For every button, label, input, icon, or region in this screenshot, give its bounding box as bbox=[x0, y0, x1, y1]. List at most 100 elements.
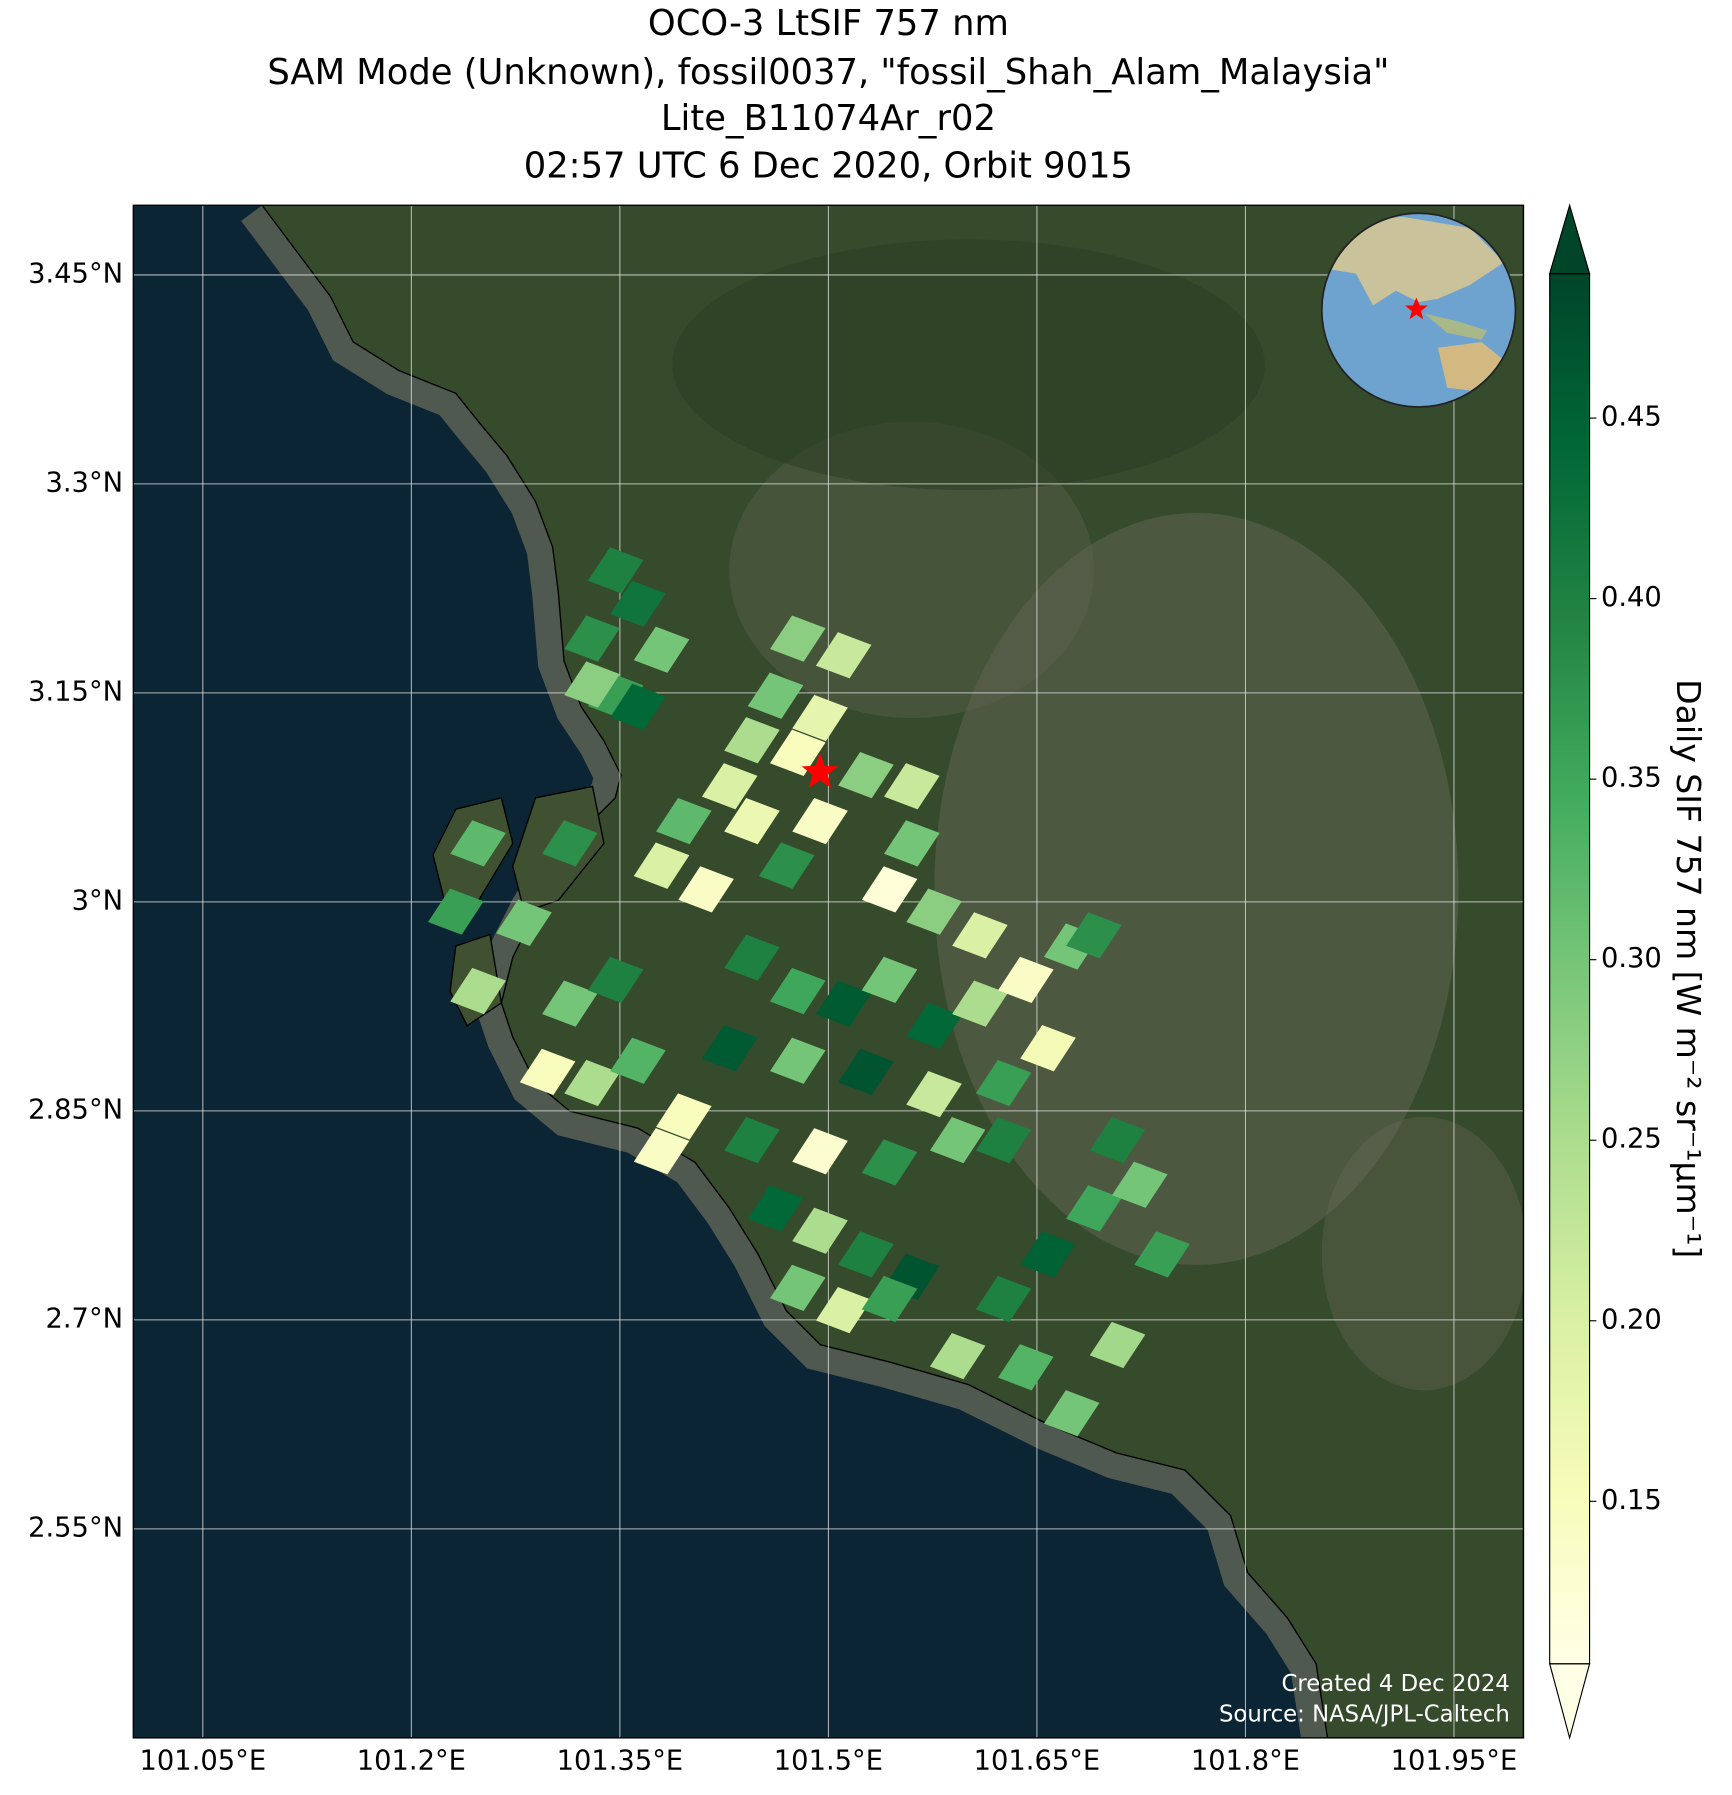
sif-footprint bbox=[496, 899, 552, 946]
sif-footprint bbox=[975, 1059, 1032, 1107]
sif-footprint bbox=[770, 729, 826, 776]
sif-footprint bbox=[792, 797, 848, 845]
colorbar-tick-label: 0.45 bbox=[1601, 402, 1662, 433]
x-tick-label: 101.65°E bbox=[974, 1745, 1101, 1776]
colorbar-tick-label: 0.30 bbox=[1601, 943, 1662, 974]
sif-footprint bbox=[747, 672, 804, 719]
annotation: Created 4 Dec 2024 bbox=[1282, 1671, 1510, 1697]
sif-footprint bbox=[724, 934, 780, 981]
sif-footprint bbox=[587, 956, 644, 1004]
sif-footprint bbox=[1066, 912, 1122, 959]
sif-footprint bbox=[450, 820, 506, 867]
sif-footprint bbox=[929, 1117, 986, 1164]
title-line: SAM Mode (Unknown), fossil0037, "fossil_… bbox=[267, 52, 1389, 93]
inset-globe bbox=[1320, 212, 1517, 408]
sif-footprint bbox=[428, 888, 484, 935]
sif-footprint bbox=[884, 820, 940, 867]
sif-footprint bbox=[564, 661, 620, 708]
sif-footprint bbox=[519, 1048, 576, 1096]
sif-footprint bbox=[838, 1231, 894, 1278]
sif-footprint bbox=[633, 626, 690, 673]
urban-area bbox=[729, 421, 1094, 719]
y-tick-label: 2.7°N bbox=[45, 1303, 123, 1334]
title-line: Lite_B11074Ar_r02 bbox=[661, 98, 996, 139]
urban-area bbox=[934, 512, 1459, 1265]
sif-footprint bbox=[770, 967, 826, 1015]
sif-footprint bbox=[998, 1344, 1054, 1391]
sif-footprint bbox=[861, 1139, 918, 1186]
sif-footprint bbox=[724, 1117, 780, 1164]
sif-footprint bbox=[861, 866, 918, 913]
sif-footprint bbox=[758, 842, 815, 889]
sif-footprint bbox=[906, 888, 962, 935]
urban-area bbox=[1321, 1116, 1524, 1391]
sif-footprint bbox=[678, 866, 734, 913]
sif-footprint bbox=[1089, 1117, 1146, 1164]
colorbar-tick-label: 0.15 bbox=[1601, 1485, 1662, 1516]
sif-footprint bbox=[884, 763, 940, 810]
sif-footprint bbox=[929, 1332, 986, 1380]
sif-footprint bbox=[564, 615, 620, 662]
globe-land bbox=[1424, 313, 1488, 340]
sif-footprint bbox=[998, 956, 1054, 1004]
y-tick-label: 3.3°N bbox=[45, 467, 123, 498]
sif-footprint bbox=[724, 717, 780, 764]
colorbar-body bbox=[1549, 273, 1590, 1664]
globe-land bbox=[1321, 216, 1505, 306]
basemap bbox=[133, 205, 1524, 1738]
target-marker bbox=[801, 752, 839, 789]
colorbar-frame bbox=[1549, 273, 1591, 1665]
sif-footprint bbox=[724, 797, 780, 845]
sif-footprint bbox=[815, 632, 872, 679]
colorbar-tick-label: 0.25 bbox=[1601, 1124, 1662, 1155]
sif-footprint bbox=[975, 1117, 1032, 1164]
x-tick-label: 101.2°E bbox=[357, 1745, 466, 1776]
sif-footprint bbox=[656, 1093, 712, 1140]
sif-footprint bbox=[906, 1071, 962, 1118]
colorbar: 0.15 0.20 0.25 0.30 0.35 0.40 0.45 Daily SIF 75… bbox=[1548, 203, 1708, 1741]
y-tick-label: 3.45°N bbox=[28, 258, 123, 289]
sif-footprint bbox=[656, 797, 712, 845]
colorbar-label: Daily SIF 757 nm [W m⁻² sr⁻¹μm⁻¹] bbox=[1669, 679, 1708, 1258]
globe-outline bbox=[1320, 212, 1517, 408]
sif-footprint bbox=[770, 615, 826, 662]
sif-footprint bbox=[610, 580, 666, 627]
sif-footprint bbox=[975, 1275, 1032, 1323]
sif-footprint bbox=[610, 1037, 666, 1084]
x-tick-label: 101.35°E bbox=[557, 1745, 684, 1776]
colorbar-tick-label: 0.20 bbox=[1601, 1304, 1662, 1335]
colorbar-tick-label: 0.40 bbox=[1601, 582, 1662, 613]
x-tick-label: 101.8°E bbox=[1191, 1745, 1300, 1776]
sif-footprint bbox=[1043, 1390, 1100, 1437]
sif-footprint bbox=[610, 683, 666, 730]
title-line: OCO-3 LtSIF 757 nm bbox=[648, 3, 1009, 44]
forest bbox=[672, 239, 1265, 491]
sif-footprint bbox=[770, 1037, 826, 1084]
sif-footprint bbox=[792, 1128, 848, 1175]
plot-frame bbox=[132, 204, 1525, 1739]
sif-footprint bbox=[1020, 1231, 1076, 1278]
sif-footprint bbox=[542, 820, 598, 867]
sif-footprint bbox=[861, 1275, 918, 1323]
annotation: Source: NASA/JPL-Caltech bbox=[1219, 1702, 1510, 1728]
sif-footprint bbox=[792, 1207, 848, 1254]
sif-footprint bbox=[1112, 1161, 1168, 1208]
sif-footprint bbox=[633, 1128, 690, 1175]
x-tick-label: 101.05°E bbox=[140, 1745, 267, 1776]
sif-footprint bbox=[701, 763, 758, 810]
sif-footprint bbox=[1020, 1025, 1076, 1072]
globe-marker bbox=[1404, 297, 1428, 320]
footprints bbox=[428, 547, 1190, 1437]
sif-footprint bbox=[587, 547, 644, 594]
colorbar-extend-min bbox=[1548, 1663, 1591, 1741]
sif-footprint bbox=[770, 1264, 826, 1311]
colorbar-tick-label: 0.35 bbox=[1601, 763, 1662, 794]
sif-footprint bbox=[747, 1185, 804, 1232]
sif-footprint bbox=[838, 751, 894, 799]
sif-footprint bbox=[1134, 1231, 1190, 1278]
sif-footprint bbox=[701, 1025, 758, 1072]
y-tick-label: 3.15°N bbox=[28, 676, 123, 707]
